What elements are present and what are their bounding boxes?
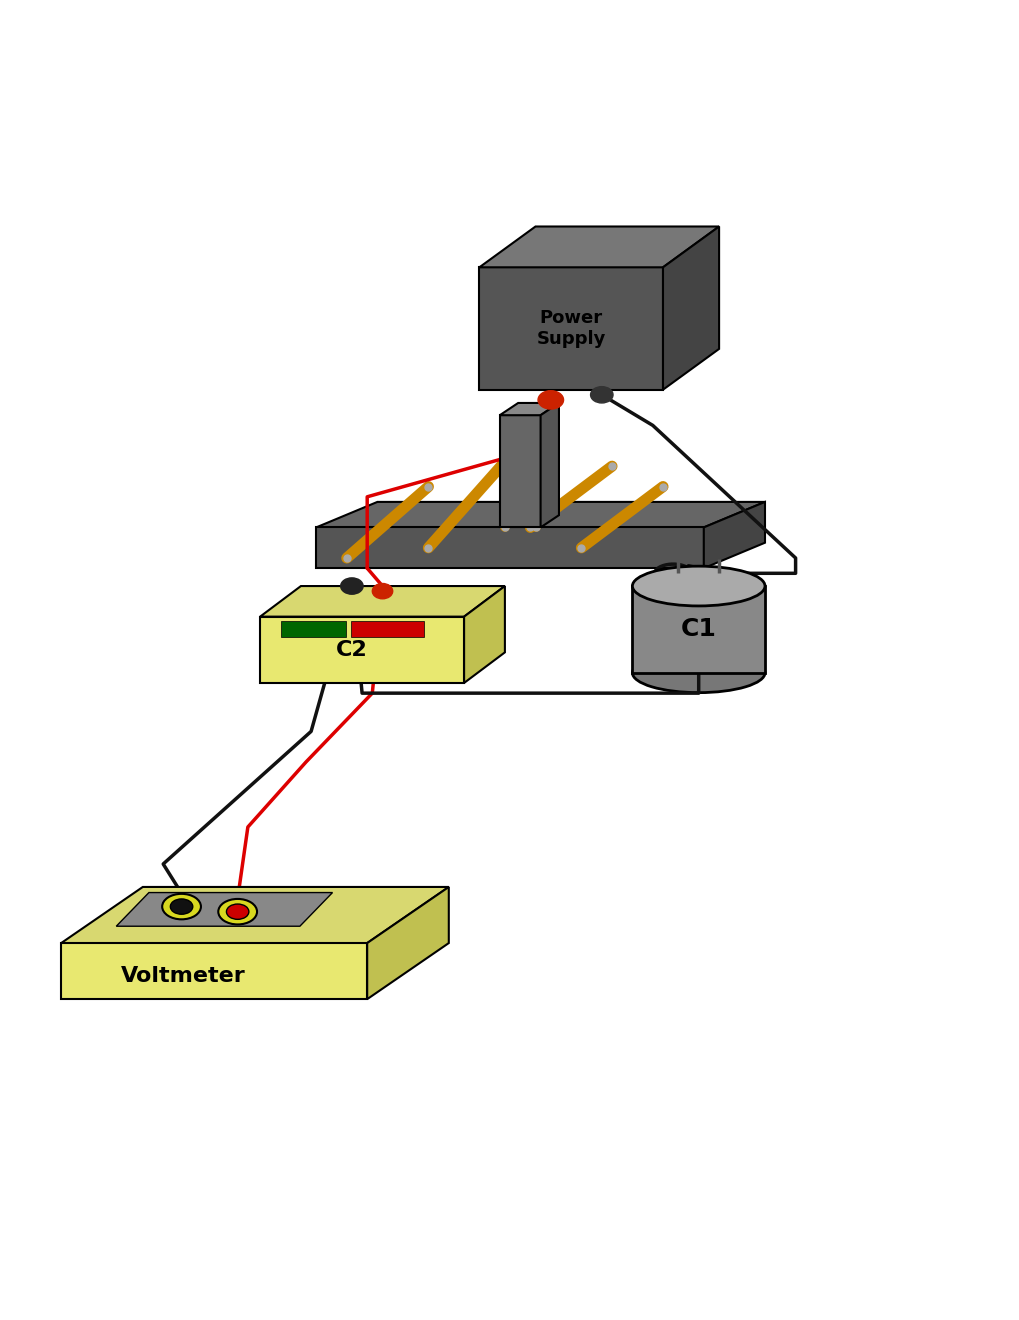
Ellipse shape (632, 566, 764, 606)
Polygon shape (662, 227, 718, 389)
Ellipse shape (340, 578, 363, 594)
Text: C2: C2 (335, 640, 368, 660)
Polygon shape (479, 227, 718, 267)
Text: Power
Supply: Power Supply (536, 309, 605, 348)
Polygon shape (703, 502, 764, 568)
Polygon shape (260, 616, 464, 682)
Text: Voltmeter: Voltmeter (121, 966, 246, 986)
Polygon shape (316, 502, 764, 528)
Ellipse shape (162, 894, 201, 919)
Polygon shape (464, 586, 504, 682)
Polygon shape (540, 403, 558, 528)
Polygon shape (316, 528, 703, 568)
Polygon shape (367, 887, 448, 999)
Ellipse shape (538, 391, 564, 409)
Polygon shape (479, 267, 662, 389)
Polygon shape (61, 942, 367, 999)
Ellipse shape (170, 899, 193, 915)
Bar (280, 620, 345, 638)
Ellipse shape (226, 904, 249, 919)
Polygon shape (116, 892, 332, 927)
Polygon shape (61, 887, 448, 942)
Ellipse shape (632, 653, 764, 693)
Ellipse shape (372, 583, 392, 599)
Polygon shape (260, 586, 504, 616)
Text: C1: C1 (680, 618, 716, 642)
Polygon shape (499, 416, 540, 528)
Ellipse shape (218, 899, 257, 924)
Bar (632, 586, 764, 673)
Polygon shape (499, 403, 558, 416)
Bar (351, 620, 424, 638)
Ellipse shape (590, 387, 612, 403)
